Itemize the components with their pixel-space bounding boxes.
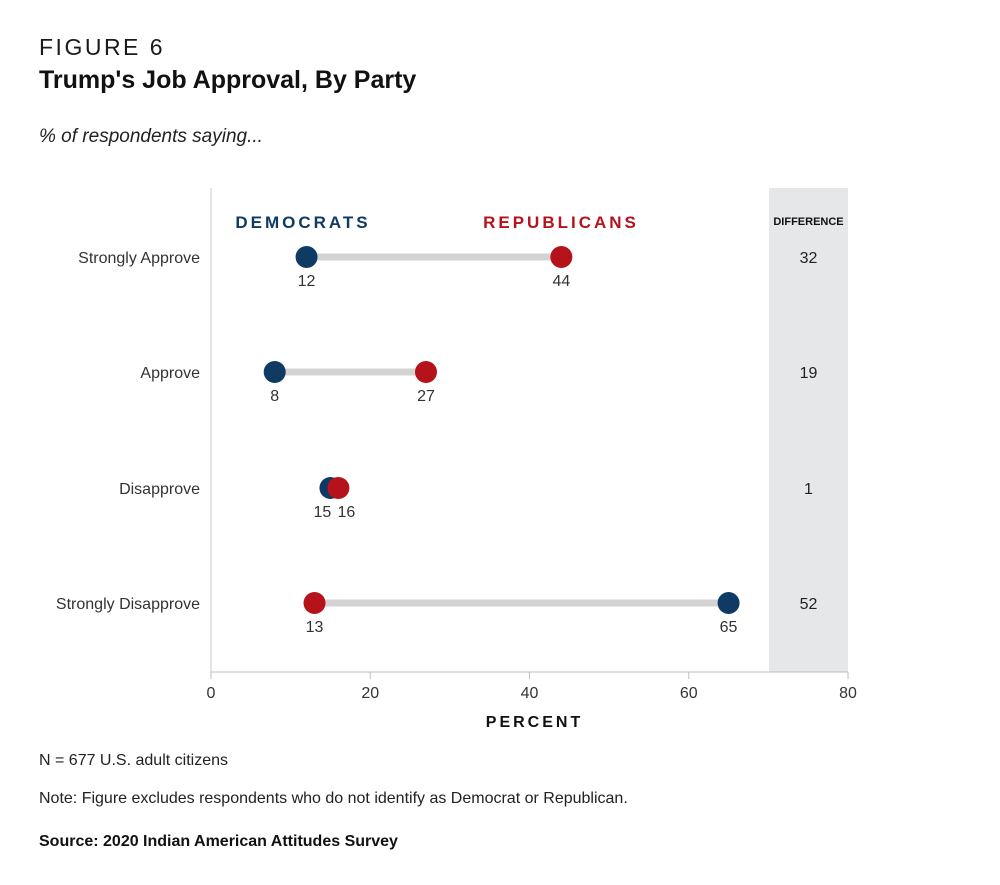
difference-value: 52	[800, 596, 818, 613]
value-label-republicans: 27	[417, 388, 435, 405]
chart-subtitle: % of respondents saying...	[39, 126, 263, 147]
x-tick-label: 20	[361, 685, 379, 702]
x-tick-label: 0	[207, 685, 216, 702]
chart-title: Trump's Job Approval, By Party	[39, 66, 417, 94]
dot-democrats	[717, 592, 740, 614]
x-tick-label: 60	[680, 685, 698, 702]
category-label: Strongly Disapprove	[56, 596, 200, 613]
dot-republicans	[303, 592, 326, 614]
value-label-republicans: 16	[338, 504, 356, 521]
source-note: Source: 2020 Indian American Attitudes S…	[39, 833, 398, 850]
value-label-democrats: 65	[720, 619, 738, 636]
value-label-democrats: 15	[314, 504, 332, 521]
x-tick-label: 40	[521, 685, 539, 702]
value-label-republicans: 13	[306, 619, 324, 636]
difference-value: 32	[800, 250, 818, 267]
value-label-democrats: 12	[298, 273, 316, 290]
dot-democrats	[263, 361, 286, 383]
dot-republicans	[414, 361, 437, 383]
x-tick-label: 80	[839, 685, 857, 702]
category-label: Approve	[140, 365, 200, 382]
category-label: Strongly Approve	[78, 250, 200, 267]
difference-band	[769, 188, 848, 672]
legend-republicans: REPUBLICANS	[483, 213, 639, 232]
exclusion-note: Note: Figure excludes respondents who do…	[39, 790, 628, 807]
difference-header: DIFFERENCE	[773, 216, 843, 228]
figure-label: FIGURE 6	[39, 34, 166, 60]
dot-republicans	[327, 477, 350, 499]
x-axis-label: PERCENT	[486, 714, 583, 731]
dot-republicans	[550, 246, 573, 268]
category-label: Disapprove	[119, 481, 200, 498]
value-label-democrats: 8	[270, 388, 279, 405]
legend-democrats: DEMOCRATS	[235, 213, 370, 232]
difference-value: 1	[804, 481, 813, 498]
dot-democrats	[295, 246, 318, 268]
sample-size-note: N = 677 U.S. adult citizens	[39, 752, 228, 769]
value-label-republicans: 44	[552, 273, 570, 290]
difference-value: 19	[800, 365, 818, 382]
